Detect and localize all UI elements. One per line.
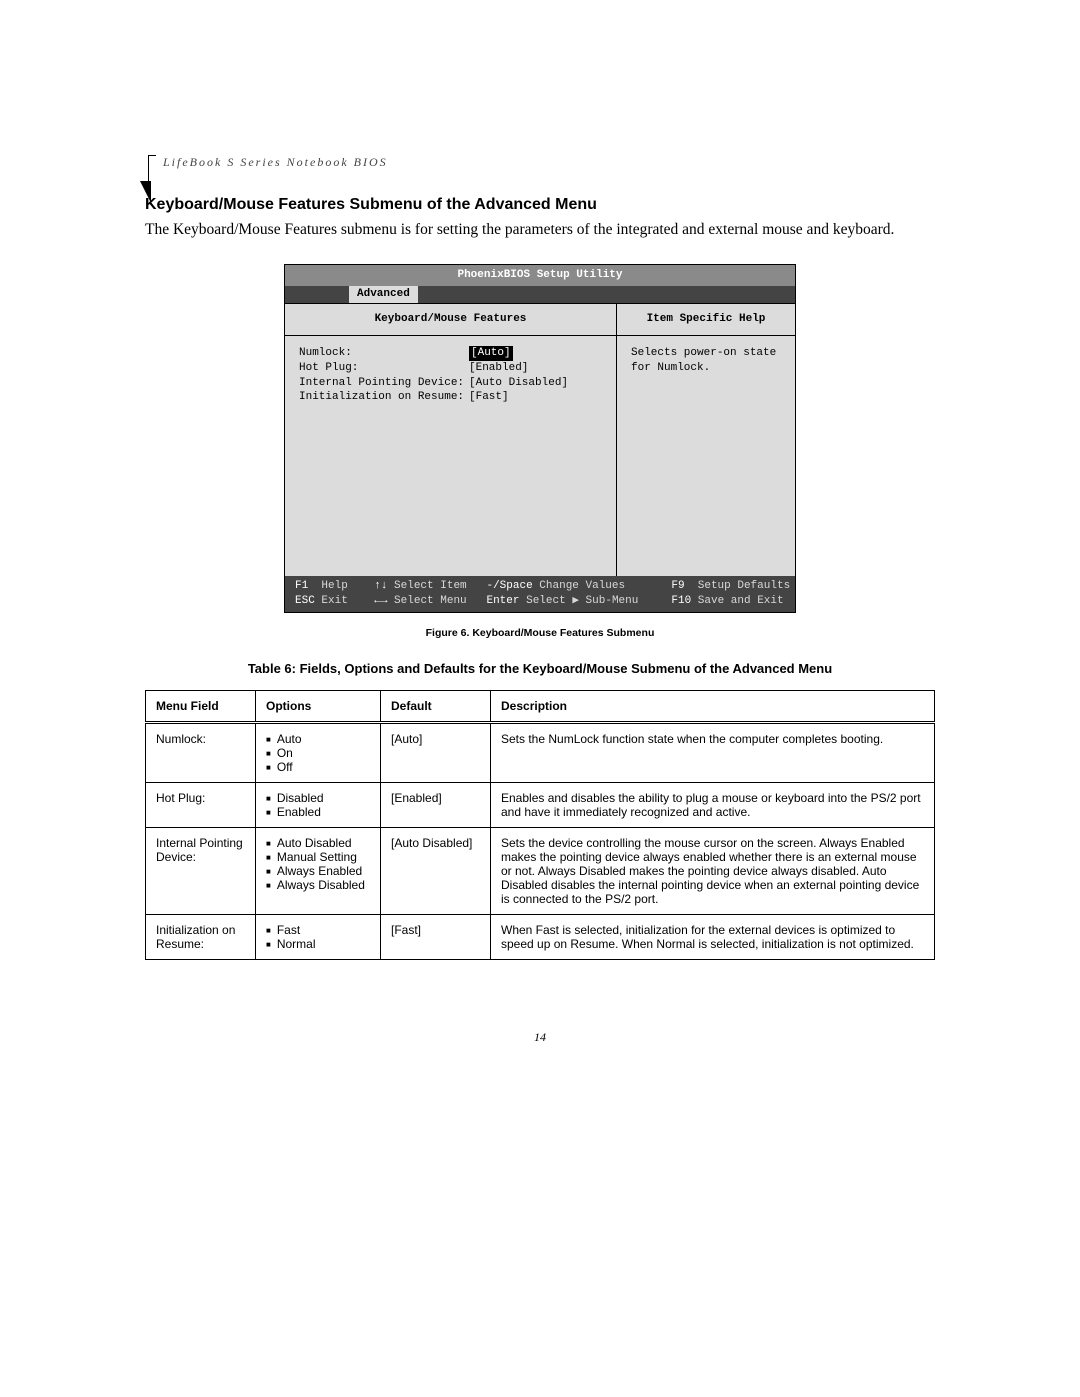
cell-description: Enables and disables the ability to plug… — [491, 782, 935, 827]
cell-description: Sets the NumLock function state when the… — [491, 722, 935, 782]
running-header: LifeBook S Series Notebook BIOS — [163, 155, 935, 170]
bios-left-pane: Keyboard/Mouse Features Numlock:[Auto]Ho… — [285, 304, 617, 576]
option-item: On — [266, 746, 370, 760]
table-row: Internal Pointing Device:Auto DisabledMa… — [146, 827, 935, 914]
table-row: Numlock:AutoOnOff[Auto]Sets the NumLock … — [146, 722, 935, 782]
bios-setting-label: Initialization on Resume: — [299, 390, 469, 405]
option-item: Always Disabled — [266, 878, 370, 892]
figure-caption: Figure 6. Keyboard/Mouse Features Submen… — [145, 627, 935, 639]
option-item: Enabled — [266, 805, 370, 819]
cell-default: [Enabled] — [381, 782, 491, 827]
table-row: Hot Plug:DisabledEnabled[Enabled]Enables… — [146, 782, 935, 827]
bios-setting-row: Internal Pointing Device:[Auto Disabled] — [299, 376, 602, 391]
cell-options: Auto DisabledManual SettingAlways Enable… — [256, 827, 381, 914]
cell-default: [Auto] — [381, 722, 491, 782]
footer-save-exit: Save and Exit — [698, 594, 784, 609]
bios-setting-value: [Enabled] — [469, 361, 528, 376]
cell-menu-field: Hot Plug: — [146, 782, 256, 827]
option-item: Manual Setting — [266, 850, 370, 864]
footer-key-leftright: ←→ — [374, 594, 387, 609]
cell-description: When Fast is selected, initialization fo… — [491, 914, 935, 959]
footer-key-f1: F1 — [295, 579, 308, 594]
bios-help-body: Selects power-on state for Numlock. — [617, 336, 795, 576]
bios-tab-advanced: Advanced — [349, 286, 418, 303]
bios-screenshot: PhoenixBIOS Setup Utility Advanced Keybo… — [284, 264, 796, 612]
bios-settings-list: Numlock:[Auto]Hot Plug:[Enabled]Internal… — [285, 336, 616, 576]
cell-menu-field: Initialization on Resume: — [146, 914, 256, 959]
table-row: Initialization on Resume:FastNormal[Fast… — [146, 914, 935, 959]
page: LifeBook S Series Notebook BIOS Keyboard… — [145, 155, 935, 1045]
footer-key-enter: Enter — [486, 594, 519, 609]
th-description: Description — [491, 690, 935, 722]
bios-setting-value: [Auto] — [469, 346, 513, 361]
bios-setting-row: Initialization on Resume:[Fast] — [299, 390, 602, 405]
cell-default: [Auto Disabled] — [381, 827, 491, 914]
bios-right-title: Item Specific Help — [617, 304, 795, 336]
bios-setting-value: [Auto Disabled] — [469, 376, 568, 391]
cell-options: AutoOnOff — [256, 722, 381, 782]
option-item: Disabled — [266, 791, 370, 805]
table-caption: Table 6: Fields, Options and Defaults fo… — [145, 661, 935, 676]
page-number: 14 — [145, 1030, 935, 1045]
footer-key-f9: F9 — [671, 579, 684, 594]
footer-select-item: Select Item — [394, 579, 467, 594]
bios-setting-label: Numlock: — [299, 346, 469, 361]
bios-left-title: Keyboard/Mouse Features — [285, 304, 616, 336]
option-item: Always Enabled — [266, 864, 370, 878]
bios-title: PhoenixBIOS Setup Utility — [285, 265, 795, 286]
option-item: Off — [266, 760, 370, 774]
footer-help-label: Help — [321, 579, 347, 594]
footer-help — [308, 579, 321, 594]
cell-default: [Fast] — [381, 914, 491, 959]
cell-options: DisabledEnabled — [256, 782, 381, 827]
bios-tab-bar: Advanced — [285, 286, 795, 303]
bios-setting-label: Internal Pointing Device: — [299, 376, 469, 391]
section-heading: Keyboard/Mouse Features Submenu of the A… — [145, 196, 935, 214]
footer-key-f10: F10 — [671, 594, 691, 609]
footer-exit: Exit — [321, 594, 347, 609]
footer-select-sub: Select ▶ Sub-Menu — [526, 594, 638, 609]
th-default: Default — [381, 690, 491, 722]
cell-options: FastNormal — [256, 914, 381, 959]
cell-menu-field: Numlock: — [146, 722, 256, 782]
option-item: Auto — [266, 732, 370, 746]
options-table: Menu Field Options Default Description N… — [145, 690, 935, 960]
footer-select-menu: Select Menu — [394, 594, 467, 609]
bios-setting-row: Numlock:[Auto] — [299, 346, 602, 361]
bios-help-text: Selects power-on state for Numlock. — [631, 346, 781, 376]
th-menu-field: Menu Field — [146, 690, 256, 722]
th-options: Options — [256, 690, 381, 722]
section-paragraph: The Keyboard/Mouse Features submenu is f… — [145, 220, 935, 240]
bios-body: Keyboard/Mouse Features Numlock:[Auto]Ho… — [285, 303, 795, 576]
bios-right-pane: Item Specific Help Selects power-on stat… — [617, 304, 795, 576]
bios-footer: F1 Help ↑↓ Select Item -/Space Change Va… — [285, 576, 795, 612]
footer-key-space: -/Space — [486, 579, 532, 594]
cell-menu-field: Internal Pointing Device: — [146, 827, 256, 914]
footer-change-values: Change Values — [539, 579, 625, 594]
footer-key-esc: ESC — [295, 594, 315, 609]
footer-key-updown: ↑↓ — [374, 579, 387, 594]
cell-description: Sets the device controlling the mouse cu… — [491, 827, 935, 914]
bios-setting-row: Hot Plug:[Enabled] — [299, 361, 602, 376]
footer-setup-defaults: Setup Defaults — [698, 579, 790, 594]
option-item: Auto Disabled — [266, 836, 370, 850]
option-item: Normal — [266, 937, 370, 951]
bios-setting-label: Hot Plug: — [299, 361, 469, 376]
option-item: Fast — [266, 923, 370, 937]
table-header-row: Menu Field Options Default Description — [146, 690, 935, 722]
bios-setting-value: [Fast] — [469, 390, 509, 405]
